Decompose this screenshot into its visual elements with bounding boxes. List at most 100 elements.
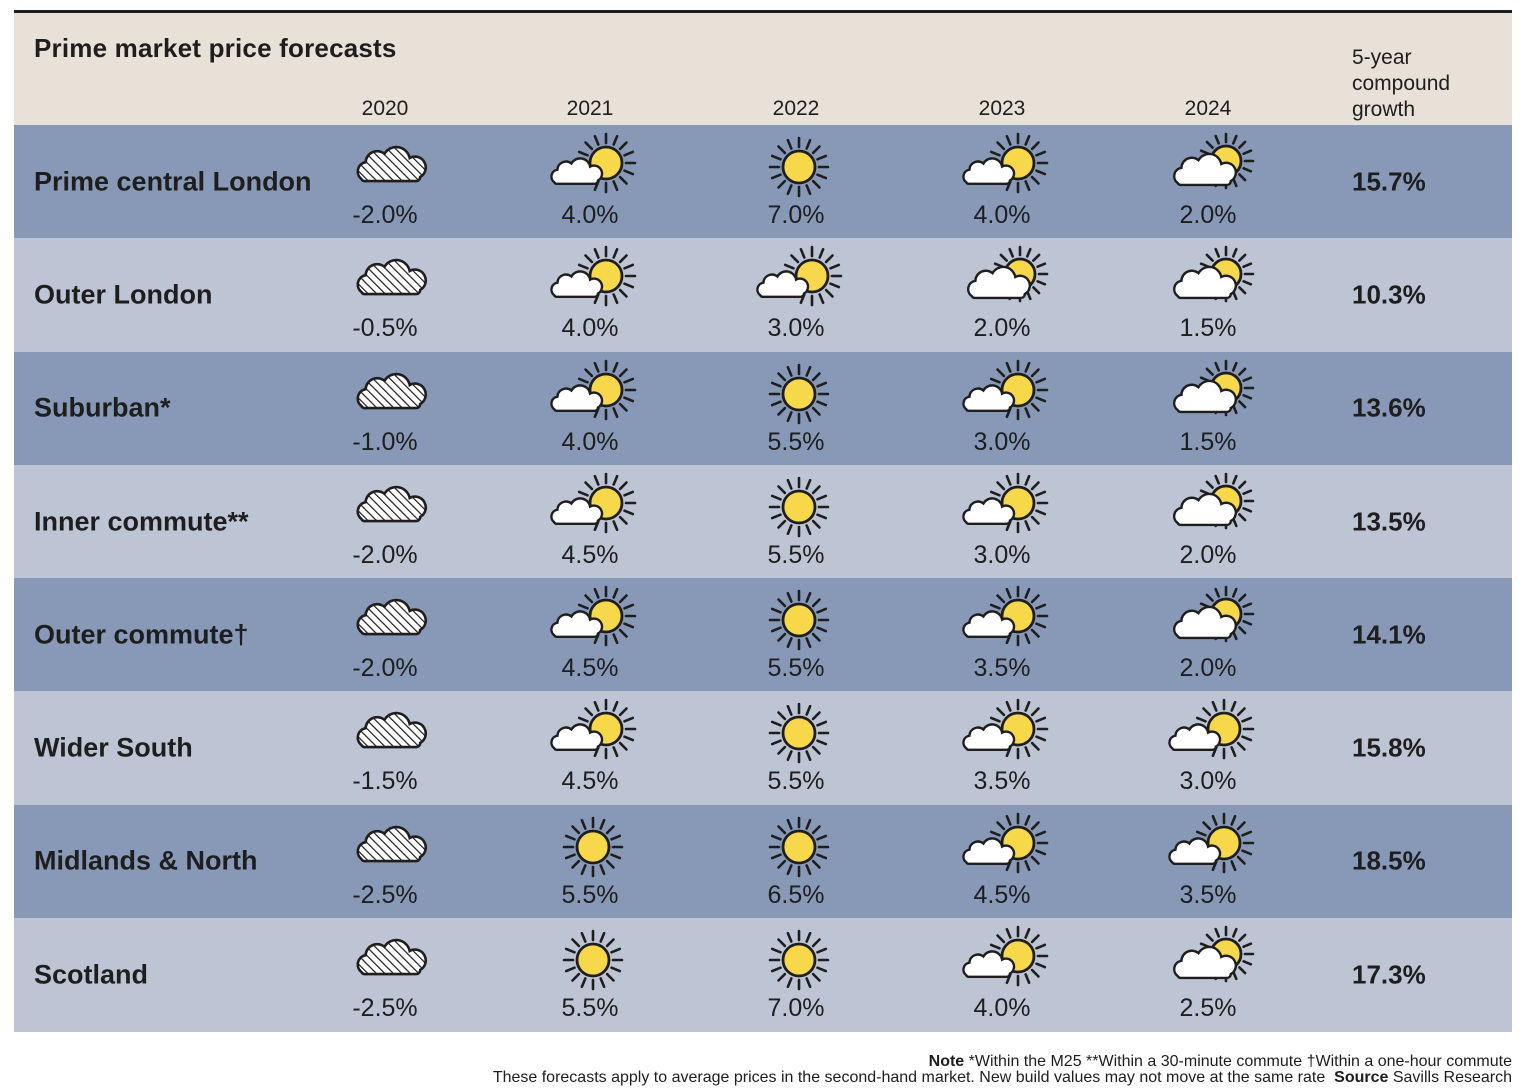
footnote-line-2: These forecasts apply to average prices … — [493, 1070, 1512, 1086]
forecast-value: 3.0% — [973, 427, 1031, 456]
forecast-value: 4.0% — [973, 993, 1031, 1022]
forecast-cell: 3.0% — [1148, 691, 1268, 804]
forecast-cell: -1.5% — [325, 691, 445, 804]
growth-value: 15.8% — [1352, 732, 1426, 763]
forecast-value: 4.5% — [973, 880, 1031, 909]
forecast-cell: 4.0% — [942, 125, 1062, 238]
disclaimer-text: These forecasts apply to average prices … — [492, 1069, 1326, 1086]
forecast-cell: 4.5% — [530, 691, 650, 804]
forecast-value: 3.5% — [973, 654, 1031, 682]
forecast-cell: 3.5% — [1148, 805, 1268, 918]
growth-value: 17.3% — [1352, 959, 1426, 990]
row-label: Wider South — [34, 732, 193, 763]
forecast-cell: 2.0% — [1148, 465, 1268, 578]
forecast-value: -2.5% — [352, 993, 418, 1022]
table-row: Midlands & North -2.5% 5.5% 6.5% 4.5% 3.5% 18.… — [14, 804, 1512, 919]
year-header-2021: 2021 — [566, 97, 614, 120]
table-row: Outer London -0.5% 4.0% 3.0% 2.0% 1.5% 10.3% — [14, 238, 1512, 352]
forecast-value: 3.0% — [1179, 767, 1237, 796]
table-row: Suburban* -1.0% 4.0% 5.5% 3.0% 1.5% 13.6% — [14, 351, 1512, 466]
footnote-line-1: Note *Within the M25 **Within a 30-minut… — [493, 1054, 1512, 1070]
forecast-value: 4.5% — [561, 654, 619, 682]
growth-value: 10.3% — [1352, 279, 1426, 310]
forecast-value: -2.0% — [352, 540, 418, 569]
forecast-value: 1.5% — [1179, 427, 1237, 456]
forecast-cell: 5.5% — [736, 691, 856, 804]
forecast-value: 2.5% — [1179, 993, 1237, 1022]
forecast-cell: -2.0% — [325, 578, 445, 691]
forecast-cell: -2.0% — [325, 125, 445, 238]
table-header: Prime market price forecasts 2020 2021 202… — [14, 13, 1512, 125]
forecast-cell: 4.5% — [530, 465, 650, 578]
forecast-cell: -1.0% — [325, 352, 445, 465]
forecast-cell: 2.0% — [942, 238, 1062, 351]
forecast-value: 2.0% — [1179, 540, 1237, 569]
forecast-value: -0.5% — [352, 314, 418, 343]
forecast-cell: 3.0% — [942, 465, 1062, 578]
forecast-cell: 1.5% — [1148, 352, 1268, 465]
forecast-value: -2.5% — [352, 880, 418, 909]
forecast-value: 5.5% — [561, 880, 619, 909]
forecast-value: 5.5% — [561, 993, 619, 1022]
row-label: Prime central London — [34, 166, 312, 197]
forecast-cell: 3.5% — [942, 691, 1062, 804]
row-label: Inner commute** — [34, 506, 249, 537]
table-row: Scotland -2.5% 5.5% 7.0% 4.0% 2.5% 17.3% — [14, 917, 1512, 1032]
table-row: Outer commute† -2.0% 4.5% 5.5% 3.5% 2.0% 14.1% — [14, 578, 1512, 692]
growth-value: 13.6% — [1352, 392, 1426, 423]
table-row: Prime central London -2.0% 4.0% 7.0% 4.0% 2.0… — [14, 125, 1512, 239]
growth-column-header: 5-year compound growth — [1352, 46, 1451, 121]
forecast-value: 6.5% — [767, 880, 825, 909]
forecast-cell: 3.0% — [942, 352, 1062, 465]
year-header-2023: 2023 — [978, 97, 1026, 120]
forecast-value: 4.0% — [973, 201, 1031, 229]
forecast-cell: 2.0% — [1148, 578, 1268, 691]
source-label: Source — [1334, 1069, 1389, 1086]
forecast-cell: -2.0% — [325, 465, 445, 578]
forecast-cell: 5.5% — [736, 465, 856, 578]
forecast-cell: 4.5% — [530, 578, 650, 691]
forecast-value: 5.5% — [767, 767, 825, 796]
growth-value: 18.5% — [1352, 845, 1426, 876]
forecast-value: 5.5% — [767, 654, 825, 682]
forecast-cell: 4.0% — [530, 125, 650, 238]
year-header-2020: 2020 — [361, 97, 409, 120]
forecast-value: 7.0% — [767, 993, 825, 1022]
growth-value: 14.1% — [1352, 619, 1426, 650]
row-label: Outer commute† — [34, 619, 249, 650]
table-row: Inner commute** -2.0% 4.5% 5.5% 3.0% 2.0% 13.5… — [14, 464, 1512, 579]
forecast-cell: 4.0% — [530, 238, 650, 351]
forecast-cell: 5.5% — [736, 352, 856, 465]
forecast-cell: 3.0% — [736, 238, 856, 351]
forecast-value: 1.5% — [1179, 314, 1237, 343]
forecast-cell: 3.5% — [942, 578, 1062, 691]
forecast-value: -1.5% — [352, 767, 418, 796]
forecast-cell: 5.5% — [736, 578, 856, 691]
row-label: Suburban* — [34, 392, 171, 423]
growth-value: 13.5% — [1352, 506, 1426, 537]
forecast-value: -2.0% — [352, 654, 418, 682]
forecast-table: Prime market price forecasts 2020 2021 202… — [14, 10, 1512, 1041]
note-label: Note — [928, 1053, 965, 1070]
growth-value: 15.7% — [1352, 166, 1426, 197]
forecast-cell: 7.0% — [736, 125, 856, 238]
year-header-2024: 2024 — [1184, 97, 1232, 120]
forecast-cell: 5.5% — [530, 805, 650, 918]
forecast-value: 4.5% — [561, 540, 619, 569]
forecast-cell: 6.5% — [736, 805, 856, 918]
forecast-value: 3.0% — [973, 540, 1031, 569]
note-text: *Within the M25 **Within a 30-minute com… — [968, 1053, 1512, 1070]
forecast-value: 2.0% — [973, 314, 1031, 343]
forecast-cell: 2.0% — [1148, 125, 1268, 238]
forecast-value: 4.0% — [561, 427, 619, 456]
row-label: Scotland — [34, 959, 149, 990]
forecast-cell: 5.5% — [530, 918, 650, 1031]
top-rule — [14, 10, 1512, 13]
forecast-cell: 1.5% — [1148, 238, 1268, 351]
forecast-cell: -2.5% — [325, 805, 445, 918]
forecast-cell: -0.5% — [325, 238, 445, 351]
forecast-cell: 7.0% — [736, 918, 856, 1031]
forecast-value: 2.0% — [1179, 201, 1237, 229]
forecast-value: 7.0% — [767, 201, 825, 229]
forecast-value: 5.5% — [767, 540, 825, 569]
